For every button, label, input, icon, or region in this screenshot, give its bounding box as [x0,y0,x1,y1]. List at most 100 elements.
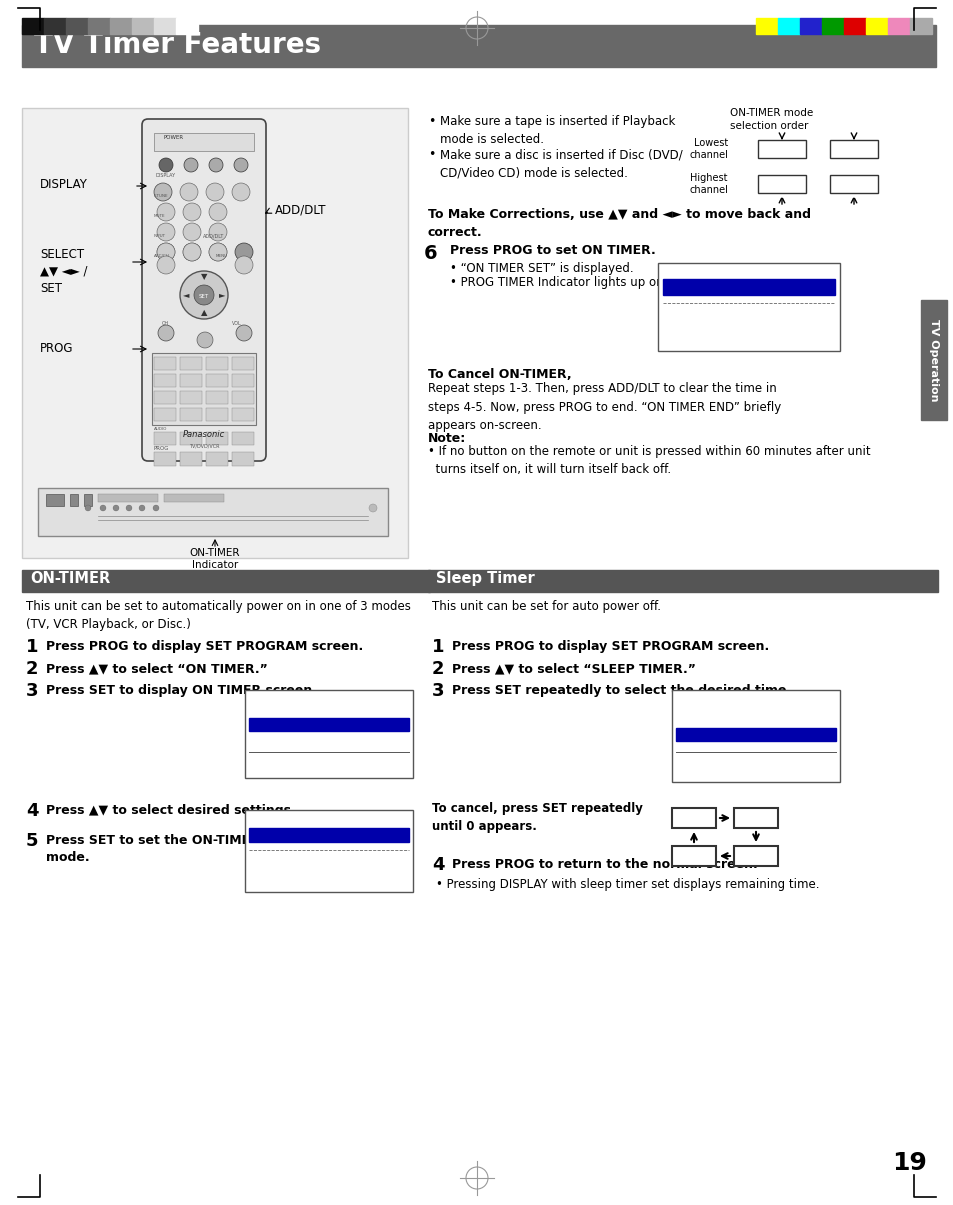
Text: Press SET to display ON TIMER screen.: Press SET to display ON TIMER screen. [46,684,316,696]
Bar [843,18,865,34]
Circle shape [158,325,173,341]
Text: Press PROG to return to the normal screen.: Press PROG to return to the normal scree… [452,858,757,871]
Text: 4: 4 [432,856,444,874]
Bar [22,108,408,558]
Text: 90: 90 [747,850,763,863]
Text: TIMER PROGRAMMING: TIMER PROGRAMMING [713,709,798,717]
Bar [778,18,800,34]
Bar [232,452,253,466]
Circle shape [209,202,227,221]
Text: SLEEP TIMER: 1: SLEEP TIMER: 1 [718,729,793,737]
Text: To cancel, press SET repeatedly
until 0 appears.: To cancel, press SET repeatedly until 0 … [432,803,642,833]
Text: Press PROG to set ON TIMER.: Press PROG to set ON TIMER. [450,243,655,257]
Text: 3: 3 [432,682,444,700]
Text: SELECT:▲ ▼    SET:SET: SELECT:▲ ▼ SET:SET [251,862,348,871]
Bar [153,133,253,151]
Text: SELECT:▲ ▼    SET:SET: SELECT:▲ ▼ SET:SET [251,756,348,765]
Bar [920,300,946,421]
Circle shape [209,223,227,241]
Bar [206,357,228,370]
Text: DISPLAY: DISPLAY [156,174,176,178]
Text: This unit can be set to automatically power on in one of 3 modes
(TV, VCR Playba: This unit can be set to automatically po… [26,600,411,631]
Bar [206,433,228,445]
Text: DISPLAY: DISPLAY [40,178,88,192]
Text: 2: 2 [432,660,444,678]
Bar [733,809,778,828]
Text: 2: 2 [26,660,38,678]
Bar [909,18,931,34]
Text: ON TIMER: ON TIMER [307,818,350,827]
Circle shape [157,202,174,221]
Text: • PROG TIMER Indicator lights up on the unit.: • PROG TIMER Indicator lights up on the … [450,276,717,289]
Bar [22,570,430,592]
Text: SLEEP TIMER: 0: SLEEP TIMER: 0 [294,734,364,743]
Bar [887,18,909,34]
Bar [88,18,110,34]
Bar [800,18,821,34]
Text: TV Operation: TV Operation [928,319,938,401]
Text: Repeat steps 1-3. Then, press ADD/DLT to clear the time in
steps 4-5. Now, press: Repeat steps 1-3. Then, press ADD/DLT to… [428,382,781,433]
Circle shape [235,325,252,341]
Bar [245,690,413,778]
Text: MUTE: MUTE [153,214,166,218]
Bar [758,140,805,158]
Circle shape [183,223,201,241]
Circle shape [183,243,201,261]
Text: SET: SET [199,294,209,299]
Bar [865,18,887,34]
Circle shape [153,183,172,201]
FancyBboxPatch shape [142,119,266,462]
Text: 60: 60 [747,811,763,824]
Bar [232,390,253,404]
Bar [232,357,253,370]
Text: Press PROG to display SET PROGRAM screen.: Press PROG to display SET PROGRAM screen… [46,640,363,653]
Text: PROG: PROG [40,341,73,354]
Bar [98,494,158,502]
Circle shape [180,183,198,201]
Text: • If no button on the remote or unit is pressed within 60 minutes after unit
  t: • If no button on the remote or unit is … [428,445,870,476]
Text: To Cancel ON-TIMER,: To Cancel ON-TIMER, [428,368,571,381]
Circle shape [369,504,376,512]
Bar [206,374,228,387]
Text: CH01: CH01 [767,145,796,154]
Bar [132,18,153,34]
Bar [733,846,778,866]
Circle shape [232,183,250,201]
Circle shape [233,158,248,172]
Circle shape [183,202,201,221]
Text: PROG: PROG [153,446,170,451]
Text: 4: 4 [26,803,38,819]
Bar [175,18,198,34]
Bar [22,25,935,67]
Circle shape [112,505,119,511]
Text: END    :PROG: END :PROG [251,872,306,881]
Circle shape [184,158,198,172]
Text: This unit can be set for auto power off.: This unit can be set for auto power off. [432,600,660,613]
Text: 19: 19 [892,1151,926,1175]
Text: CANCEL:ADD/DLT: CANCEL:ADD/DLT [663,313,733,322]
Bar [180,357,202,370]
Text: • Pressing DISPLAY with sleep timer set displays remaining time.: • Pressing DISPLAY with sleep timer set … [436,878,819,890]
Text: Press SET repeatedly to select the desired time.: Press SET repeatedly to select the desir… [452,684,790,696]
Text: TV Timer Features: TV Timer Features [34,31,321,59]
Text: AUDIO: AUDIO [153,427,167,431]
Bar [829,140,877,158]
Bar [153,374,175,387]
Circle shape [152,505,159,511]
Bar [658,263,840,351]
Bar [662,280,834,295]
Text: SET PROGRAM: SET PROGRAM [299,698,358,707]
Text: Highest
channel: Highest channel [688,172,727,195]
Text: TV/DVD/VCR: TV/DVD/VCR [189,443,219,449]
Text: 6: 6 [423,243,437,263]
Bar [180,408,202,421]
Bar [232,374,253,387]
Text: ▲: ▲ [200,308,207,317]
Text: ADD/DLT: ADD/DLT [203,234,224,239]
Text: 0: 0 [689,850,698,863]
Text: Press SET to set the ON-TIMER time and ON-TIMER
mode.: Press SET to set the ON-TIMER time and O… [46,834,398,864]
Text: Disc: Disc [842,145,864,154]
Text: • “ON TIMER SET” is displayed.: • “ON TIMER SET” is displayed. [450,261,633,275]
Text: MENU: MENU [215,254,228,258]
Bar [180,452,202,466]
